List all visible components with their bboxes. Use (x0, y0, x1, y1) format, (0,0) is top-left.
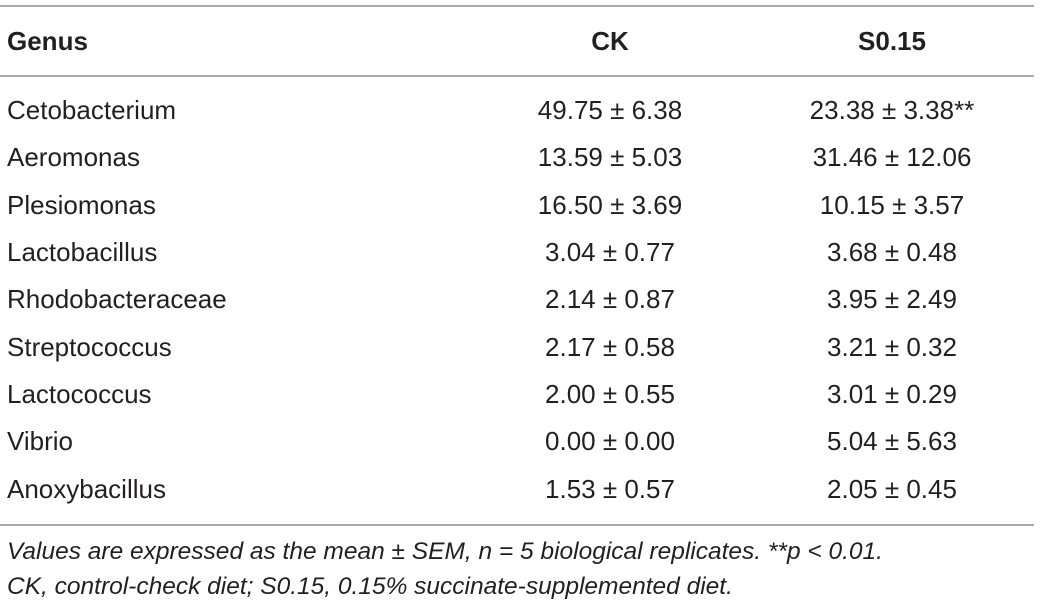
table-row: Rhodobacteraceae 2.14 ± 0.87 3.95 ± 2.49 (0, 276, 1034, 323)
genus-cell: Vibrio (7, 426, 74, 457)
table-row: Plesiomonas 16.50 ± 3.69 10.15 ± 3.57 (0, 182, 1034, 229)
table-header: Genus CK S0.15 (0, 7, 1034, 75)
ck-value-cell: 1.53 ± 0.57 (545, 473, 675, 504)
s015-value: 2.05 ± 0.45 (827, 473, 957, 504)
ck-value-cell: 16.50 ± 3.69 (537, 189, 683, 220)
significance-marker: ** (954, 95, 975, 126)
s015-value-cell: 3.95 ± 2.49 (750, 276, 1034, 323)
genus-cell: Anoxybacillus (7, 473, 166, 504)
s015-value: 31.46 ± 12.06 (812, 142, 972, 173)
s015-value-cell: 5.04 ± 5.63 (750, 418, 1034, 465)
header-ck: CK (591, 25, 629, 56)
ck-value-cell: 2.00 ± 0.55 (545, 378, 675, 409)
table-row: Cetobacterium 49.75 ± 6.38 23.38 ± 3.38** (0, 87, 1034, 134)
table-row: Aeromonas 13.59 ± 5.03 31.46 ± 12.06 (0, 134, 1034, 181)
s015-value-cell: 31.46 ± 12.06 (750, 134, 1034, 181)
ck-value-cell: 13.59 ± 5.03 (537, 142, 683, 173)
ck-value-cell: 0.00 ± 0.00 (545, 426, 675, 457)
header-row: Genus CK S0.15 (0, 7, 1034, 75)
s015-value-cell: 23.38 ± 3.38** (750, 87, 1034, 134)
genus-cell: Aeromonas (7, 142, 140, 173)
s015-value: 10.15 ± 3.57 (819, 189, 965, 220)
ck-value-cell: 2.14 ± 0.87 (545, 284, 675, 315)
table-header-rule (0, 75, 1034, 77)
genus-cell: Plesiomonas (7, 189, 156, 220)
s015-value-cell: 10.15 ± 3.57 (750, 182, 1034, 229)
s015-value-cell: 3.01 ± 0.29 (750, 371, 1034, 418)
genus-cell: Streptococcus (7, 331, 172, 362)
ck-value-cell: 3.04 ± 0.77 (545, 237, 675, 268)
genus-cell: Lactobacillus (7, 237, 158, 268)
header-s015: S0.15 (858, 25, 926, 56)
genus-cell: Lactococcus (7, 378, 152, 409)
data-table: Genus CK S0.15 Cetobacterium 49.75 ± 6.38… (0, 7, 1034, 513)
s015-value: 5.04 ± 5.63 (827, 426, 957, 457)
s015-value: 3.21 ± 0.32 (827, 331, 957, 362)
table-bottom-rule (0, 524, 1034, 526)
footnote-line-2: CK, control-check diet; S0.15, 0.15% suc… (7, 573, 733, 600)
header-genus: Genus (7, 25, 88, 56)
table-body: Cetobacterium 49.75 ± 6.38 23.38 ± 3.38** A… (0, 75, 1034, 513)
s015-value: 23.38 ± 3.38 (809, 95, 955, 126)
table-row: Lactobacillus 3.04 ± 0.77 3.68 ± 0.48 (0, 229, 1034, 276)
genus-cell: Rhodobacteraceae (7, 284, 227, 315)
footnote-line-1: Values are expressed as the mean ± SEM, … (7, 538, 883, 565)
table-row: Anoxybacillus 1.53 ± 0.57 2.05 ± 0.45 (0, 465, 1034, 512)
table-footnote: Values are expressed as the mean ± SEM, … (7, 534, 1035, 604)
genus-cell: Cetobacterium (7, 95, 177, 126)
table-row: Streptococcus 2.17 ± 0.58 3.21 ± 0.32 (0, 323, 1034, 370)
ck-value-cell: 2.17 ± 0.58 (545, 331, 675, 362)
s015-value-cell: 3.21 ± 0.32 (750, 323, 1034, 370)
header-spacer (0, 75, 1034, 87)
ck-value-cell: 49.75 ± 6.38 (537, 95, 683, 126)
s015-value: 3.01 ± 0.29 (827, 378, 957, 409)
s015-value-cell: 3.68 ± 0.48 (750, 229, 1034, 276)
s015-value: 3.68 ± 0.48 (827, 237, 957, 268)
table-row: Lactococcus 2.00 ± 0.55 3.01 ± 0.29 (0, 371, 1034, 418)
table-top-rule (0, 5, 1034, 7)
s015-value: 3.95 ± 2.49 (827, 284, 957, 315)
s015-value-cell: 2.05 ± 0.45 (750, 465, 1034, 512)
table-row: Vibrio 0.00 ± 0.00 5.04 ± 5.63 (0, 418, 1034, 465)
